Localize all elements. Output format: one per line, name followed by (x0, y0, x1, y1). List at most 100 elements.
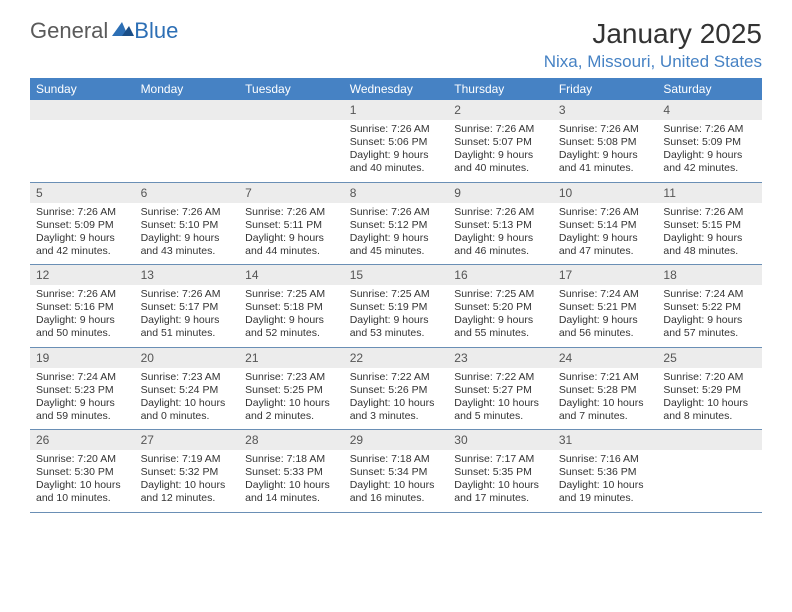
day-number: 12 (30, 265, 135, 285)
day-detail-line: and 8 minutes. (663, 410, 756, 423)
day-body-row: Sunrise: 7:26 AMSunset: 5:09 PMDaylight:… (30, 203, 762, 265)
day-number: 10 (553, 183, 658, 203)
day-detail-line: and 40 minutes. (350, 162, 443, 175)
day-detail-line: and 44 minutes. (245, 245, 338, 258)
day-detail-line: Daylight: 9 hours (141, 232, 234, 245)
day-detail (657, 450, 762, 512)
day-detail: Sunrise: 7:18 AMSunset: 5:33 PMDaylight:… (239, 450, 344, 512)
day-detail-line: and 14 minutes. (245, 492, 338, 505)
day-number-row: 12131415161718 (30, 265, 762, 285)
day-detail-line: Daylight: 10 hours (454, 397, 547, 410)
day-number: 18 (657, 265, 762, 285)
day-number: 27 (135, 430, 240, 450)
day-number: 2 (448, 100, 553, 120)
day-detail-line: and 40 minutes. (454, 162, 547, 175)
day-detail-line: Daylight: 9 hours (245, 314, 338, 327)
day-number-row: 19202122232425 (30, 348, 762, 368)
day-body-row: Sunrise: 7:20 AMSunset: 5:30 PMDaylight:… (30, 450, 762, 512)
week-row: 12131415161718Sunrise: 7:26 AMSunset: 5:… (30, 265, 762, 348)
day-detail-line: Sunset: 5:20 PM (454, 301, 547, 314)
day-detail-line: Sunrise: 7:18 AM (245, 453, 338, 466)
day-detail-line: Sunset: 5:36 PM (559, 466, 652, 479)
day-number-row: 262728293031 (30, 430, 762, 450)
day-body-row: Sunrise: 7:26 AMSunset: 5:06 PMDaylight:… (30, 120, 762, 182)
day-detail-line: Daylight: 10 hours (245, 397, 338, 410)
day-detail: Sunrise: 7:26 AMSunset: 5:12 PMDaylight:… (344, 203, 449, 265)
day-detail-line: Daylight: 10 hours (245, 479, 338, 492)
day-detail-line: Daylight: 10 hours (454, 479, 547, 492)
day-number: 16 (448, 265, 553, 285)
day-detail-line: Sunset: 5:30 PM (36, 466, 129, 479)
day-detail-line: Daylight: 9 hours (36, 232, 129, 245)
day-number: 1 (344, 100, 449, 120)
day-number: 5 (30, 183, 135, 203)
day-detail: Sunrise: 7:26 AMSunset: 5:13 PMDaylight:… (448, 203, 553, 265)
day-detail-line: Sunset: 5:12 PM (350, 219, 443, 232)
day-detail-line: Sunset: 5:16 PM (36, 301, 129, 314)
day-detail-line: Sunset: 5:35 PM (454, 466, 547, 479)
day-number (135, 100, 240, 120)
day-detail-line: Sunrise: 7:16 AM (559, 453, 652, 466)
day-detail-line: and 10 minutes. (36, 492, 129, 505)
day-detail-line: Daylight: 9 hours (350, 314, 443, 327)
day-detail-line: and 43 minutes. (141, 245, 234, 258)
day-number: 9 (448, 183, 553, 203)
day-detail-line: Sunrise: 7:25 AM (454, 288, 547, 301)
day-detail: Sunrise: 7:17 AMSunset: 5:35 PMDaylight:… (448, 450, 553, 512)
day-detail: Sunrise: 7:26 AMSunset: 5:14 PMDaylight:… (553, 203, 658, 265)
day-number: 24 (553, 348, 658, 368)
day-detail-line: and 16 minutes. (350, 492, 443, 505)
day-detail-line: Sunset: 5:26 PM (350, 384, 443, 397)
brand-part2: Blue (134, 18, 178, 44)
day-number: 28 (239, 430, 344, 450)
day-body-row: Sunrise: 7:26 AM Sunset: 5:16 PM Daylight:… (30, 285, 762, 347)
day-detail-line: Daylight: 10 hours (559, 397, 652, 410)
month-title: January 2025 (544, 18, 762, 50)
day-detail-line: and 12 minutes. (141, 492, 234, 505)
day-detail-line: Sunset: 5:15 PM (663, 219, 756, 232)
day-detail-line: Sunrise: 7:26 AM (663, 206, 756, 219)
day-detail-line: Sunset: 5:32 PM (141, 466, 234, 479)
title-block: January 2025 Nixa, Missouri, United Stat… (544, 18, 762, 72)
day-detail-line: Sunset: 5:25 PM (245, 384, 338, 397)
day-detail-line: Daylight: 10 hours (141, 479, 234, 492)
day-detail-line: and 46 minutes. (454, 245, 547, 258)
day-number: 19 (30, 348, 135, 368)
day-detail: Sunrise: 7:26 AMSunset: 5:17 PMDaylight:… (135, 285, 240, 347)
day-detail-line: Daylight: 9 hours (350, 149, 443, 162)
day-detail-line: Daylight: 10 hours (559, 479, 652, 492)
week-row: 262728293031Sunrise: 7:20 AMSunset: 5:30… (30, 430, 762, 513)
day-detail-line: Sunrise: 7:26 AM (36, 206, 129, 219)
day-detail-line: Sunset: 5:27 PM (454, 384, 547, 397)
day-detail-line: Daylight: 10 hours (663, 397, 756, 410)
day-detail-line: and 55 minutes. (454, 327, 547, 340)
day-number: 29 (344, 430, 449, 450)
day-detail-line: Sunrise: 7:20 AM (663, 371, 756, 384)
day-number: 4 (657, 100, 762, 120)
day-detail: Sunrise: 7:26 AMSunset: 5:08 PMDaylight:… (553, 120, 658, 182)
day-number: 11 (657, 183, 762, 203)
day-detail-line: Daylight: 9 hours (454, 314, 547, 327)
day-detail-line: Daylight: 10 hours (141, 397, 234, 410)
day-detail-line: Sunrise: 7:22 AM (454, 371, 547, 384)
day-detail-line: Daylight: 9 hours (559, 314, 652, 327)
day-detail-line: Sunrise: 7:26 AM (454, 206, 547, 219)
day-detail-line: Sunset: 5:23 PM (36, 384, 129, 397)
day-number: 3 (553, 100, 658, 120)
day-detail-line: Sunrise: 7:26 AM (141, 288, 234, 301)
calendar-grid: Sunday Monday Tuesday Wednesday Thursday… (30, 78, 762, 513)
day-number: 17 (553, 265, 658, 285)
week-row: 567891011Sunrise: 7:26 AMSunset: 5:09 PM… (30, 183, 762, 266)
page-header: General Blue January 2025 Nixa, Missouri… (30, 18, 762, 72)
brand-logo: General Blue (30, 18, 178, 44)
day-detail-line: and 47 minutes. (559, 245, 652, 258)
day-of-week-header: Sunday Monday Tuesday Wednesday Thursday… (30, 78, 762, 100)
day-detail: Sunrise: 7:20 AMSunset: 5:29 PMDaylight:… (657, 368, 762, 430)
day-detail: Sunrise: 7:25 AMSunset: 5:19 PMDaylight:… (344, 285, 449, 347)
week-row: 1234Sunrise: 7:26 AMSunset: 5:06 PMDayli… (30, 100, 762, 183)
day-detail-line: Sunset: 5:11 PM (245, 219, 338, 232)
day-detail: Sunrise: 7:26 AMSunset: 5:10 PMDaylight:… (135, 203, 240, 265)
day-detail-line: and 2 minutes. (245, 410, 338, 423)
day-detail-line: Sunrise: 7:26 AM (454, 123, 547, 136)
day-detail-line: and 5 minutes. (454, 410, 547, 423)
